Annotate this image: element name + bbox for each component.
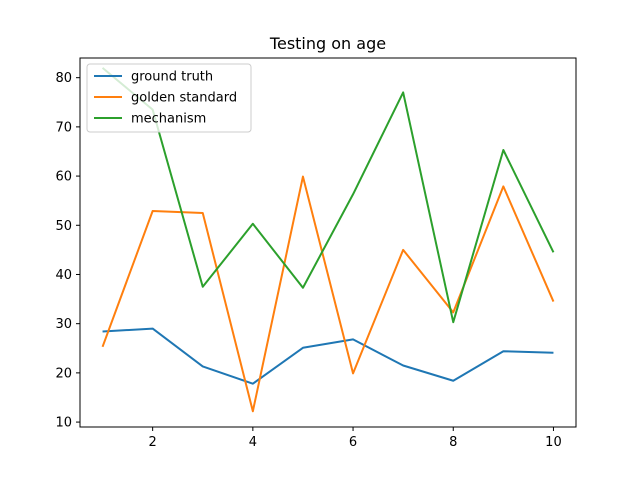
series-line-1: [101, 175, 555, 413]
y-tick-label: 30: [55, 317, 72, 332]
legend-label-0: ground truth: [131, 70, 213, 85]
y-tick-label: 70: [55, 120, 72, 135]
y-tick-label: 40: [55, 268, 72, 283]
legend: ground truth golden standard mechanism: [86, 63, 252, 133]
y-tick-label: 80: [55, 71, 72, 86]
series-line-2: [101, 67, 555, 324]
y-tick-label: 60: [55, 170, 72, 185]
legend-label-2: mechanism: [131, 112, 206, 127]
legend-box: [86, 63, 252, 133]
y-tick-label: 50: [55, 219, 72, 234]
x-tick-label: 4: [249, 435, 257, 450]
series-line-0: [102, 327, 554, 385]
chart-title: Testing on age: [269, 34, 386, 53]
legend-label-1: golden standard: [131, 91, 237, 106]
x-tick-label: 8: [449, 435, 457, 450]
series-layer: [101, 67, 555, 413]
y-tick-label: 10: [55, 416, 72, 431]
x-tick-label: 6: [349, 435, 357, 450]
x-tick-label: 10: [545, 435, 562, 450]
y-tick-label: 20: [55, 366, 72, 381]
axes-layer: 2 4 6 8 10 10 20 30 40 50 60 70 80: [55, 57, 577, 450]
plot-frame: [79, 57, 577, 428]
x-tick-label: 2: [149, 435, 157, 450]
